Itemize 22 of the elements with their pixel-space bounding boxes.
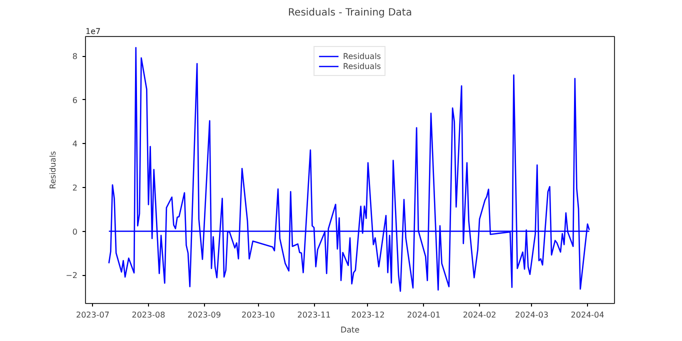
x-tick-label: 2023-09	[188, 310, 221, 320]
x-tick-label: 2024-02	[462, 310, 496, 320]
y-axis-title: Residuals	[48, 151, 58, 189]
text: 1e7	[86, 27, 101, 36]
x-tick-label: 2023-11	[297, 310, 331, 320]
y-tick-label: 6	[72, 96, 78, 105]
legend-label: Residuals	[343, 61, 381, 71]
y-tick-label: −2	[66, 271, 78, 280]
x-tick-label: 2024-01	[407, 310, 440, 320]
x-tick-label: 2023-07	[76, 310, 110, 320]
x-axis-title: Date	[340, 326, 360, 334]
x-tick-label: 2023-08	[132, 310, 166, 320]
chart-title: Residuals - Training Data	[288, 8, 412, 18]
y-tick-label: 8	[72, 52, 78, 62]
y-tick-label: 0	[72, 227, 78, 236]
x-tick-label: 2024-03	[515, 310, 548, 320]
x-tick-label: 2023-10	[242, 310, 275, 320]
x-tick-label: 2024-04	[570, 310, 604, 320]
y-tick-label: 2	[72, 184, 78, 193]
y-tick-label: 4	[72, 140, 78, 149]
legend-label: Residuals	[343, 51, 381, 61]
x-tick-label: 2023-12	[351, 310, 385, 320]
